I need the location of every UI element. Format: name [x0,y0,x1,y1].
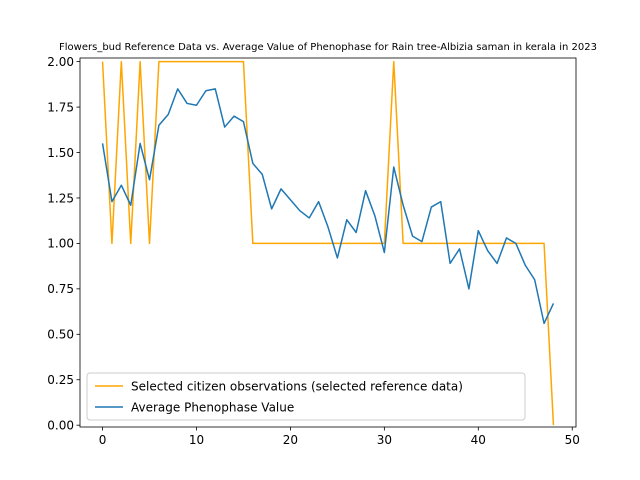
x-tick-label: 20 [283,433,298,447]
legend-label-1: Average Phenophase Value [131,401,294,415]
x-tick-label: 50 [565,433,580,447]
y-tick-label: 0.25 [47,373,74,387]
y-tick-label: 1.25 [47,191,74,205]
y-tick-label: 2.00 [47,55,74,69]
legend-box [86,372,526,421]
y-tick-label: 1.75 [47,100,74,114]
axes-frame [79,57,577,428]
series-line-1 [101,88,555,325]
y-tick-label: 0.00 [47,418,74,432]
y-tick-label: 0.50 [47,328,74,342]
x-tick-label: 0 [99,433,107,447]
legend-label-0: Selected citizen observations (selected … [131,380,463,394]
y-tick-label: 0.75 [47,282,74,296]
series-line-0 [101,60,555,426]
legend: Selected citizen observations (selected … [86,372,526,421]
axes: 0 10 20 30 40 50 0.00 0.25 0.50 0.75 1.00 1.25 1.50 1… [47,55,580,447]
x-tick-label: 10 [189,433,204,447]
y-tick-label: 1.50 [47,146,74,160]
x-tick-label: 40 [471,433,486,447]
y-tick-label: 1.00 [47,237,74,251]
plot-area [101,60,555,426]
x-tick-label: 30 [377,433,392,447]
chart-title: Flowers_bud Reference Data vs. Average V… [59,42,597,53]
